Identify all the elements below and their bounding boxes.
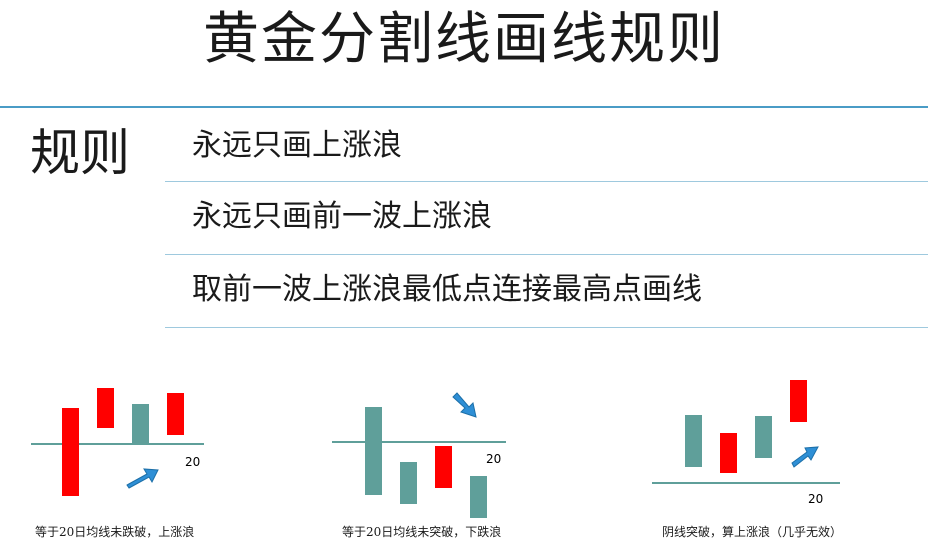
ma-label: 20 — [486, 452, 501, 466]
example-diagram-uptrend: 20 等于20日均线未跌破，上涨浪 — [0, 360, 300, 554]
ma-label: 20 — [808, 492, 823, 506]
page-title: 黄金分割线画线规则 — [203, 7, 725, 72]
bullish-candle — [167, 393, 184, 435]
rule-item-2: 永远只画前一波上涨浪 — [192, 199, 492, 234]
rule-divider — [165, 181, 928, 182]
bearish-candle — [365, 407, 382, 495]
bearish-candle — [470, 476, 487, 518]
rule-divider — [165, 254, 928, 255]
example-diagram-breakout: 20 阴线突破，算上涨浪（几乎无效） — [640, 360, 928, 554]
bearish-candle — [400, 462, 417, 504]
rule-divider — [165, 327, 928, 328]
example-diagram-downtrend: 20 等于20日均线未突破，下跌浪 — [300, 360, 620, 554]
ma-label: 20 — [185, 455, 200, 469]
section-label: 规则 — [30, 124, 130, 182]
bullish-candle — [97, 388, 114, 428]
arrow-up-right-icon — [791, 446, 819, 468]
bearish-candle — [685, 415, 702, 467]
title-divider — [0, 106, 928, 108]
rule-item-1: 永远只画上涨浪 — [192, 128, 402, 163]
bearish-candle — [755, 416, 772, 458]
bearish-candle — [132, 404, 149, 444]
example-caption: 阴线突破，算上涨浪（几乎无效） — [662, 525, 843, 539]
arrow-down-right-icon — [452, 392, 477, 418]
example-caption: 等于20日均线未跌破，上涨浪 — [35, 525, 195, 539]
example-caption: 等于20日均线未突破，下跌浪 — [342, 525, 502, 539]
bullish-candle — [720, 433, 737, 473]
bullish-candle — [790, 380, 807, 422]
rule-item-3: 取前一波上涨浪最低点连接最高点画线 — [192, 272, 702, 307]
arrow-up-right-icon — [126, 468, 159, 489]
bullish-candle — [435, 446, 452, 488]
bullish-candle — [62, 408, 79, 496]
